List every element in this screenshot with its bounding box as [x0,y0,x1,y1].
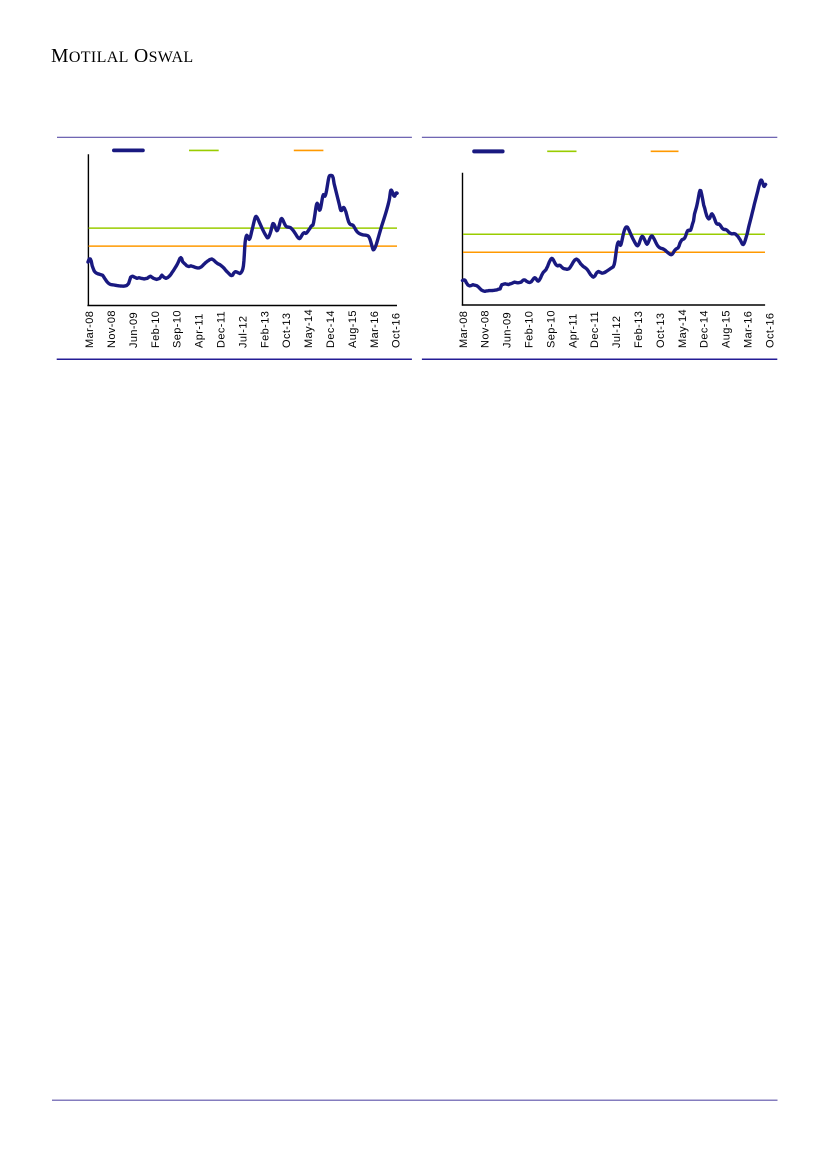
svg-text:Sep-10: Sep-10 [545,310,557,348]
svg-text:Dec-11: Dec-11 [216,311,228,348]
svg-text:Feb-10: Feb-10 [524,311,536,348]
svg-text:Feb-13: Feb-13 [633,311,645,348]
svg-text:Feb-10: Feb-10 [150,311,162,348]
svg-text:Aug-15: Aug-15 [721,310,733,348]
svg-text:Oct-13: Oct-13 [281,313,293,348]
svg-text:Oct-16: Oct-16 [391,313,403,348]
svg-text:May-14: May-14 [677,309,689,348]
svg-text:Nov-08: Nov-08 [106,310,118,348]
svg-text:Jun-09: Jun-09 [128,312,140,348]
svg-text:Aug-15: Aug-15 [347,310,359,348]
svg-text:Jul-12: Jul-12 [611,316,623,348]
svg-text:Mar-16: Mar-16 [743,311,755,348]
svg-text:Dec-14: Dec-14 [325,310,337,348]
svg-text:Jun-09: Jun-09 [502,312,514,348]
svg-text:May-14: May-14 [303,309,315,348]
svg-text:Mar-16: Mar-16 [369,311,381,348]
svg-text:Dec-14: Dec-14 [699,310,711,348]
svg-text:Oct-16: Oct-16 [764,313,776,348]
svg-text:Feb-13: Feb-13 [259,311,271,348]
svg-text:Mar-08: Mar-08 [84,311,96,348]
svg-text:Oct-13: Oct-13 [655,313,667,348]
svg-text:Mar-08: Mar-08 [458,311,470,348]
svg-text:Jul-12: Jul-12 [237,316,249,348]
svg-text:Dec-11: Dec-11 [589,311,601,348]
svg-text:Sep-10: Sep-10 [172,310,184,348]
svg-text:Apr-11: Apr-11 [567,313,579,348]
svg-text:Apr-11: Apr-11 [194,313,206,348]
svg-text:Nov-08: Nov-08 [480,310,492,348]
